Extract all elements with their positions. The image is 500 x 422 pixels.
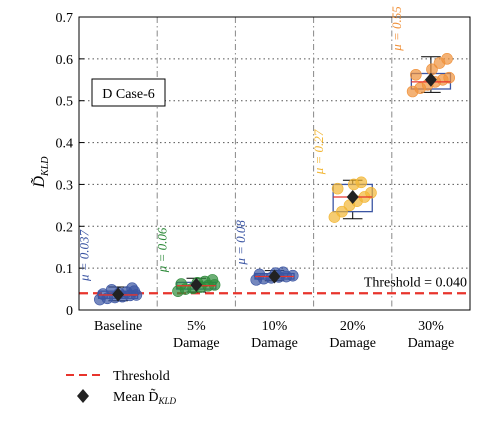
y-tick-label: 0 [66, 304, 73, 319]
x-tick-label: 20% [340, 319, 366, 334]
mean-marker [112, 287, 125, 302]
svg-text:D̃KLD: D̃KLD [30, 156, 51, 189]
threshold-label: Threshold = 0.040 [364, 275, 467, 290]
annotations: μ = 0.037 μ = 0.06 μ = 0.08 μ = 0.27 μ = 0.5… [76, 6, 467, 291]
y-tick-label: 0.5 [56, 95, 74, 110]
mean-marker [424, 72, 437, 87]
data-point [441, 53, 453, 65]
data-point [355, 176, 368, 189]
x-tick-label: 10% [262, 319, 288, 334]
mean-marker [268, 269, 281, 284]
data-point [331, 182, 344, 195]
legend-mean-label-sub: KLD [158, 396, 177, 406]
data-point [365, 187, 377, 199]
data-point [175, 278, 188, 290]
data-point [286, 269, 299, 282]
y-tick-label: 0.6 [56, 53, 74, 68]
y-tick-label: 0.4 [56, 137, 74, 152]
data-point [126, 282, 138, 295]
legend-mean-label: Mean D̃ [113, 388, 159, 405]
y-tick-label: 0.2 [56, 220, 74, 235]
legend-mean-text: Mean D̃KLD [113, 388, 177, 406]
x-tick-label: Baseline [94, 319, 142, 334]
y-axis-label-main: D̃ [30, 176, 48, 189]
y-axis-label: D̃KLD [30, 156, 51, 189]
mean-marker [190, 277, 203, 292]
mean-annotation: μ = 0.55 [389, 6, 404, 52]
box-layer [94, 53, 455, 306]
x-axis: Baseline 5% Damage 10% Damage 20% Damage 30% Dam… [94, 319, 454, 351]
data-point [277, 266, 289, 279]
legend-threshold-label: Threshold [113, 369, 170, 384]
y-tick-label: 0.7 [56, 11, 74, 26]
x-tick-label: 5% [187, 319, 206, 334]
y-axis-label-sub: KLD [40, 156, 51, 177]
x-tick-label: Damage [329, 336, 376, 351]
data-point [443, 71, 455, 84]
x-tick-label: Damage [408, 336, 455, 351]
mean-annotation: μ = 0.06 [155, 227, 170, 273]
y-tick-label: 0.1 [56, 262, 74, 277]
mean-annotation: μ = 0.27 [311, 129, 326, 175]
grid-layer [79, 17, 470, 310]
data-point [336, 205, 348, 218]
mean-annotation: μ = 0.037 [76, 229, 91, 282]
mean-annotation: μ = 0.08 [233, 220, 248, 266]
x-tick-label: Damage [251, 336, 298, 351]
legend-mean-marker [77, 389, 89, 403]
x-tick-label: 30% [418, 319, 444, 334]
panel-label: D Case-6 [102, 87, 155, 102]
panel-label-box: D Case-6 [91, 78, 166, 107]
data-point [410, 68, 422, 81]
y-tick-label: 0.3 [56, 178, 74, 193]
x-tick-label: Damage [173, 336, 220, 351]
y-axis: 0 0.1 0.2 0.3 0.4 0.5 0.6 0.7 [56, 11, 84, 319]
data-point [206, 274, 219, 286]
legend: Threshold Mean D̃KLD [66, 369, 177, 406]
mean-marker [346, 189, 359, 204]
plot-frame [78, 16, 471, 311]
data-point [253, 268, 266, 281]
